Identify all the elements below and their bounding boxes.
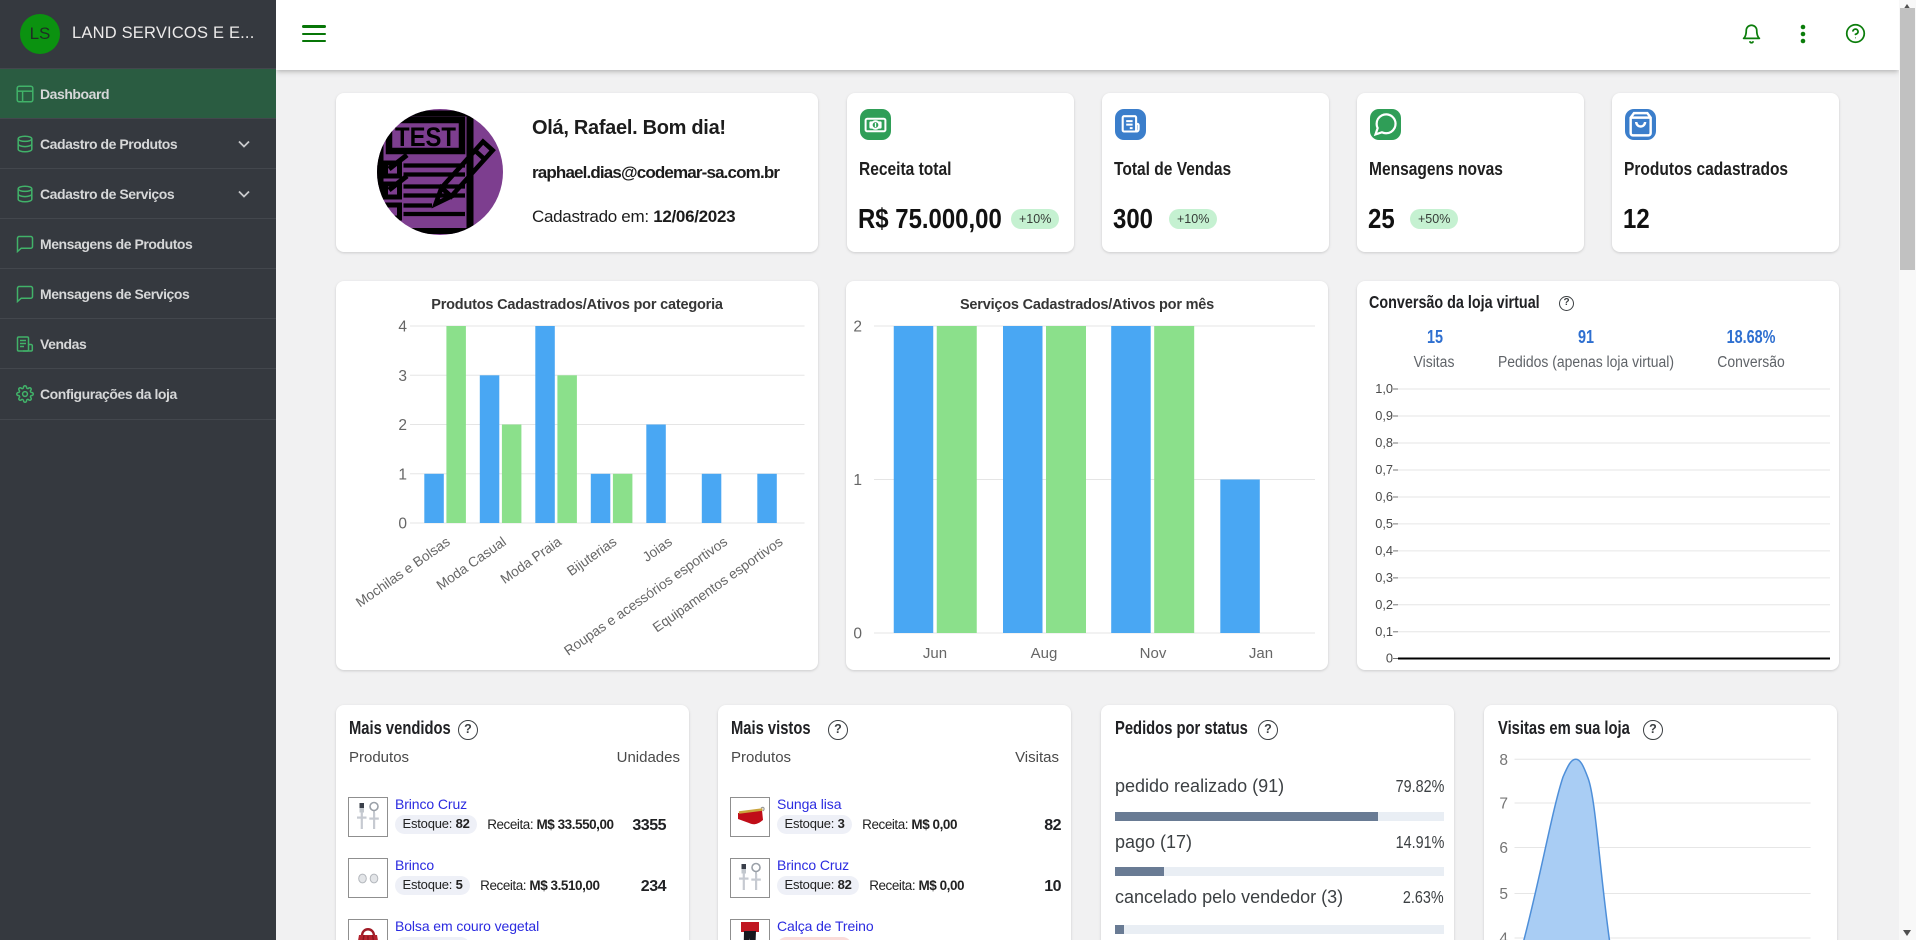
svg-text:0,9: 0,9	[1375, 408, 1393, 423]
svg-text:0,8: 0,8	[1375, 435, 1393, 450]
svg-text:0: 0	[398, 516, 407, 533]
svg-text:2: 2	[398, 417, 407, 434]
svg-text:6: 6	[1499, 840, 1508, 857]
svg-text:0,6: 0,6	[1375, 489, 1393, 504]
svg-text:0,1: 0,1	[1375, 624, 1393, 639]
svg-text:TEST: TEST	[395, 122, 456, 152]
svg-text:1: 1	[853, 472, 862, 489]
svg-text:0,7: 0,7	[1375, 462, 1393, 477]
svg-text:Jan: Jan	[1249, 645, 1273, 662]
svg-text:0: 0	[853, 626, 862, 643]
svg-text:8: 8	[1499, 752, 1508, 769]
svg-text:4: 4	[398, 319, 407, 336]
svg-text:Nov: Nov	[1140, 645, 1167, 662]
svg-text:3: 3	[398, 368, 407, 385]
svg-text:1: 1	[398, 466, 407, 483]
svg-text:0,2: 0,2	[1375, 597, 1393, 612]
svg-text:4: 4	[1499, 931, 1508, 940]
svg-text:0,4: 0,4	[1375, 543, 1393, 558]
svg-text:1,0: 1,0	[1375, 381, 1393, 396]
svg-text:Jun: Jun	[923, 645, 947, 662]
svg-text:2: 2	[853, 319, 862, 336]
svg-text:5: 5	[1499, 886, 1508, 903]
svg-text:Aug: Aug	[1031, 645, 1058, 662]
svg-text:0,3: 0,3	[1375, 570, 1393, 585]
svg-text:0: 0	[1386, 651, 1393, 666]
svg-text:7: 7	[1499, 796, 1508, 813]
svg-text:0,5: 0,5	[1375, 516, 1393, 531]
